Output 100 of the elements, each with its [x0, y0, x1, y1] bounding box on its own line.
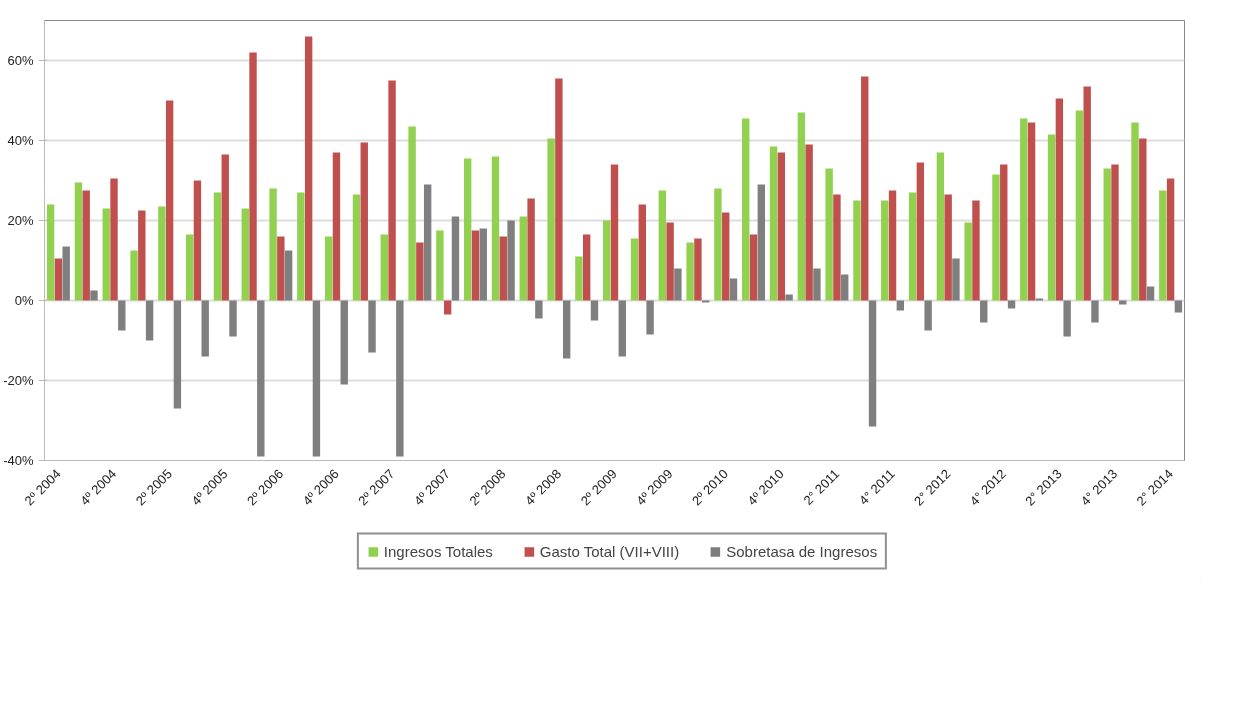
bar: [491, 156, 500, 301]
bar: [1000, 164, 1008, 301]
legend-label: Ingresos Totales: [383, 542, 493, 560]
bar: [749, 234, 758, 301]
bar: [916, 162, 925, 301]
bar: [332, 152, 341, 301]
bar: [964, 222, 972, 301]
bar: [952, 258, 960, 301]
bar: [213, 192, 222, 301]
bar: [312, 300, 321, 457]
bar: [658, 190, 667, 301]
bar: [1119, 300, 1127, 305]
bar: [702, 300, 710, 303]
bar: [62, 246, 70, 301]
bar: [908, 192, 917, 301]
bar: [479, 228, 487, 301]
bar: [257, 300, 265, 457]
bar: [853, 200, 861, 301]
bar: [1083, 86, 1091, 301]
bar: [1035, 298, 1044, 301]
bar: [1091, 300, 1099, 323]
bar: [304, 36, 313, 301]
bar: [527, 198, 535, 301]
bar: [861, 76, 869, 301]
bar: [138, 210, 146, 301]
bar: [1055, 98, 1064, 301]
bar: [380, 234, 388, 301]
bar: [284, 250, 293, 301]
bar: [1047, 134, 1056, 301]
bar: [980, 300, 988, 323]
bar: [201, 300, 209, 357]
bar: [547, 138, 555, 301]
bar: [221, 154, 229, 301]
bar: [785, 294, 793, 301]
bar: [805, 144, 813, 301]
bar: [82, 190, 90, 301]
bar: [324, 236, 333, 301]
bar: [193, 180, 202, 301]
bar: [1111, 164, 1119, 301]
bar: [841, 274, 849, 301]
bar: [1159, 190, 1167, 301]
bar: [499, 236, 507, 301]
y-tick-label: 60%: [7, 53, 34, 68]
bar: [408, 126, 416, 301]
bar: [471, 230, 480, 301]
bar: [158, 206, 166, 301]
bar: [757, 184, 766, 301]
bar: [269, 188, 277, 301]
bar: [1007, 300, 1016, 309]
y-tick-label: 0%: [14, 293, 34, 308]
bar: [590, 300, 599, 321]
bar: [729, 278, 738, 301]
bar: [646, 300, 654, 335]
bar: [360, 142, 368, 301]
bar: [423, 184, 432, 301]
bar: [825, 168, 833, 301]
bar: [277, 236, 285, 301]
bar: [833, 194, 841, 301]
bar: [1027, 122, 1036, 301]
bar: [249, 52, 257, 301]
bar: [972, 200, 980, 301]
bar: [797, 112, 806, 301]
bar: [173, 300, 182, 409]
bar: [451, 216, 460, 301]
bar: [1075, 110, 1084, 301]
bar: [638, 204, 646, 301]
bar: [1166, 178, 1175, 301]
bar: [110, 178, 118, 301]
bar: [507, 220, 515, 301]
bar: [118, 300, 126, 331]
bar: [868, 300, 877, 427]
bar: [145, 300, 154, 341]
bar: [463, 158, 472, 301]
bar: [54, 258, 63, 301]
legend-label: Sobretasa de Ingresos: [726, 542, 878, 560]
bar: [575, 256, 583, 301]
bar: [896, 300, 905, 311]
bar: [1020, 118, 1028, 301]
bar: [618, 300, 626, 357]
bar: [368, 300, 376, 353]
bar: [388, 80, 396, 301]
bar: [1174, 300, 1183, 313]
bar: [535, 300, 543, 319]
bar: [666, 222, 674, 301]
bar: [297, 192, 305, 301]
bar: [102, 208, 110, 301]
bar: [185, 234, 194, 301]
bar: [888, 190, 897, 301]
y-tick-label: 40%: [7, 133, 34, 148]
bar: [714, 188, 722, 301]
bar: [944, 194, 952, 301]
bar: [603, 220, 611, 301]
bar: [1131, 122, 1139, 301]
bar: [229, 300, 237, 337]
bar: [340, 300, 348, 385]
bar: [352, 194, 361, 301]
legend-label: Gasto Total (VII+VIII): [539, 542, 680, 560]
bar: [992, 174, 1000, 301]
bar: [436, 230, 444, 301]
bar: [555, 78, 563, 301]
